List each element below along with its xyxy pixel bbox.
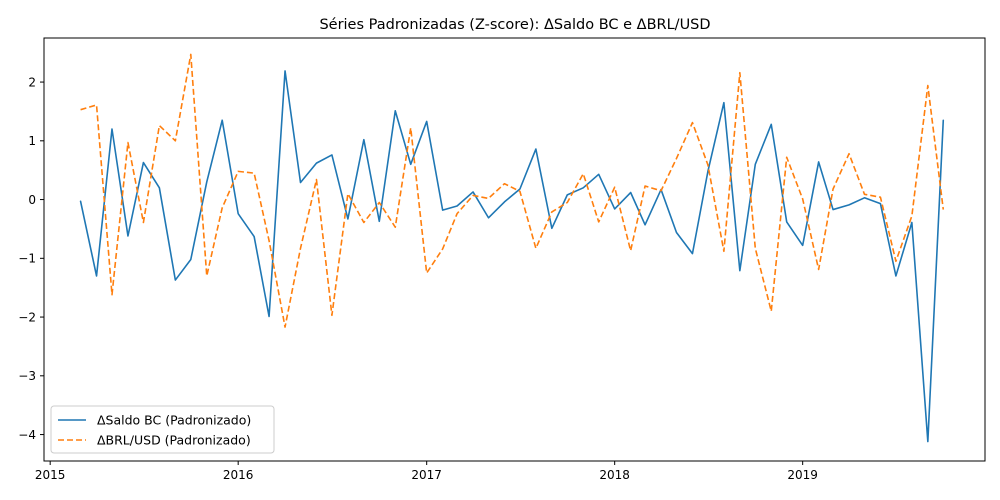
legend-box bbox=[50, 405, 275, 454]
legend-label-brl-usd: ΔBRL/USD (Padronizado) bbox=[97, 433, 251, 448]
y-tick-label: −4 bbox=[18, 428, 36, 442]
axes-frame bbox=[43, 37, 986, 462]
y-tick-label: −1 bbox=[18, 252, 36, 266]
x-tick-label: 2019 bbox=[787, 468, 818, 482]
y-tick-label: −3 bbox=[18, 369, 36, 383]
legend: ΔSaldo BC (Padronizado) ΔBRL/USD (Padron… bbox=[50, 405, 275, 454]
legend-label-saldo-bc: ΔSaldo BC (Padronizado) bbox=[97, 413, 251, 428]
y-axis: 2 1 0 −1 −2 −3 −4 bbox=[18, 75, 44, 442]
x-tick-label: 2017 bbox=[411, 468, 442, 482]
chart-title: Séries Padronizadas (Z-score): ΔSaldo BC… bbox=[319, 17, 710, 33]
y-tick-label: 2 bbox=[28, 75, 36, 89]
series-line-1 bbox=[80, 53, 945, 328]
x-axis: 2015 2016 2017 2018 2019 bbox=[35, 461, 818, 482]
series-line-0 bbox=[79, 70, 945, 443]
y-tick-label: 0 bbox=[28, 193, 36, 207]
plot-area bbox=[79, 53, 945, 443]
x-tick-label: 2018 bbox=[599, 468, 630, 482]
y-tick-label: 1 bbox=[28, 134, 36, 148]
x-tick-label: 2015 bbox=[35, 468, 66, 482]
y-tick-label: −2 bbox=[18, 310, 36, 324]
x-tick-label: 2016 bbox=[223, 468, 254, 482]
